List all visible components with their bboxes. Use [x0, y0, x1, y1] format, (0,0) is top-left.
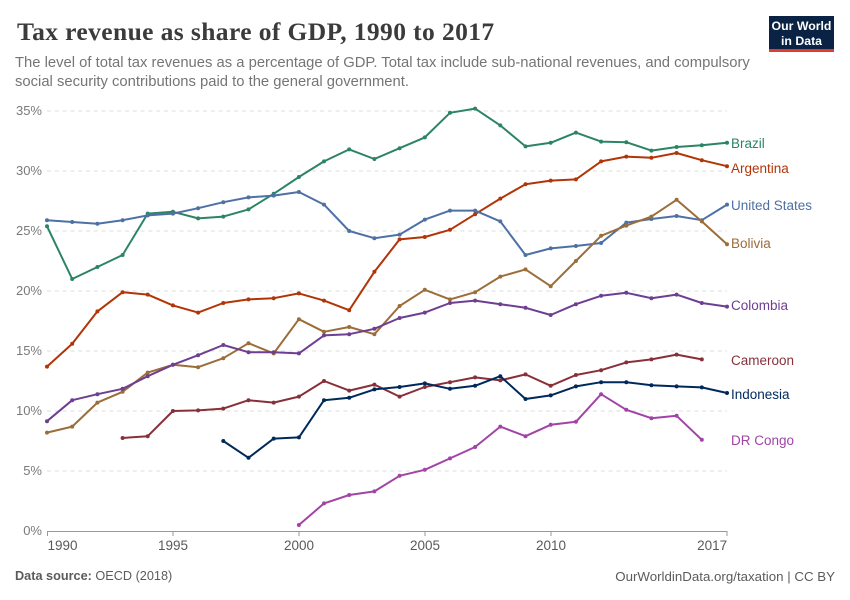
- svg-text:2010: 2010: [536, 538, 566, 553]
- svg-text:United States: United States: [731, 198, 812, 213]
- svg-text:Brazil: Brazil: [731, 136, 765, 151]
- svg-text:2000: 2000: [284, 538, 314, 553]
- svg-text:20%: 20%: [16, 283, 42, 298]
- svg-text:10%: 10%: [16, 403, 42, 418]
- svg-text:DR Congo: DR Congo: [731, 433, 794, 448]
- svg-text:1995: 1995: [158, 538, 188, 553]
- svg-text:Colombia: Colombia: [731, 298, 789, 313]
- svg-text:35%: 35%: [16, 103, 42, 118]
- svg-text:Argentina: Argentina: [731, 161, 789, 176]
- svg-text:1990: 1990: [48, 538, 78, 553]
- svg-text:Indonesia: Indonesia: [731, 387, 790, 402]
- svg-text:0%: 0%: [23, 523, 42, 538]
- svg-text:2017: 2017: [697, 538, 727, 553]
- svg-text:5%: 5%: [23, 463, 42, 478]
- svg-text:25%: 25%: [16, 223, 42, 238]
- svg-text:30%: 30%: [16, 163, 42, 178]
- svg-text:Bolivia: Bolivia: [731, 236, 771, 251]
- svg-text:15%: 15%: [16, 343, 42, 358]
- svg-text:Cameroon: Cameroon: [731, 353, 794, 368]
- svg-text:2005: 2005: [410, 538, 440, 553]
